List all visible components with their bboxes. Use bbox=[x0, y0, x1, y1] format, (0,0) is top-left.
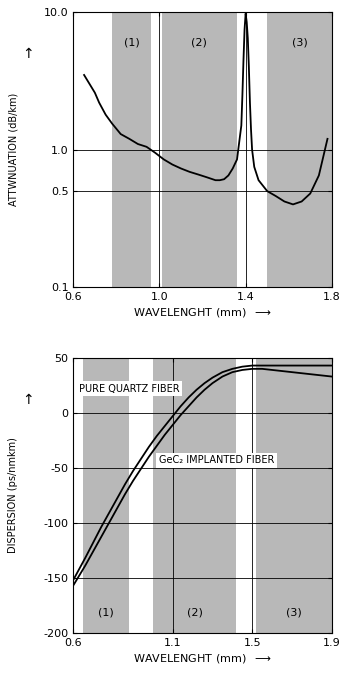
Text: PURE QUARTZ FIBER: PURE QUARTZ FIBER bbox=[79, 384, 180, 394]
Bar bbox=[256, 358, 332, 633]
Text: GeC₂ IMPLANTED FIBER: GeC₂ IMPLANTED FIBER bbox=[159, 455, 274, 465]
Bar bbox=[83, 358, 129, 633]
Text: (1): (1) bbox=[98, 608, 114, 618]
Text: (3): (3) bbox=[292, 38, 307, 48]
Text: (3): (3) bbox=[286, 608, 302, 618]
Y-axis label: DISPERSION (ps/nmkm): DISPERSION (ps/nmkm) bbox=[8, 437, 18, 553]
X-axis label: WAVELENGHT (mm)  $\longrightarrow$: WAVELENGHT (mm) $\longrightarrow$ bbox=[133, 306, 272, 319]
Y-axis label: ATTWNUATION (dB/km): ATTWNUATION (dB/km) bbox=[9, 93, 19, 207]
Bar bbox=[112, 12, 151, 287]
Text: $\uparrow$: $\uparrow$ bbox=[20, 46, 34, 61]
X-axis label: WAVELENGHT (mm)  $\longrightarrow$: WAVELENGHT (mm) $\longrightarrow$ bbox=[133, 651, 272, 665]
Text: (1): (1) bbox=[124, 38, 139, 48]
Bar bbox=[162, 12, 237, 287]
Text: (2): (2) bbox=[187, 608, 202, 618]
Bar bbox=[267, 12, 332, 287]
Text: $\uparrow$: $\uparrow$ bbox=[20, 392, 34, 406]
Bar bbox=[153, 358, 236, 633]
Text: (2): (2) bbox=[191, 38, 207, 48]
